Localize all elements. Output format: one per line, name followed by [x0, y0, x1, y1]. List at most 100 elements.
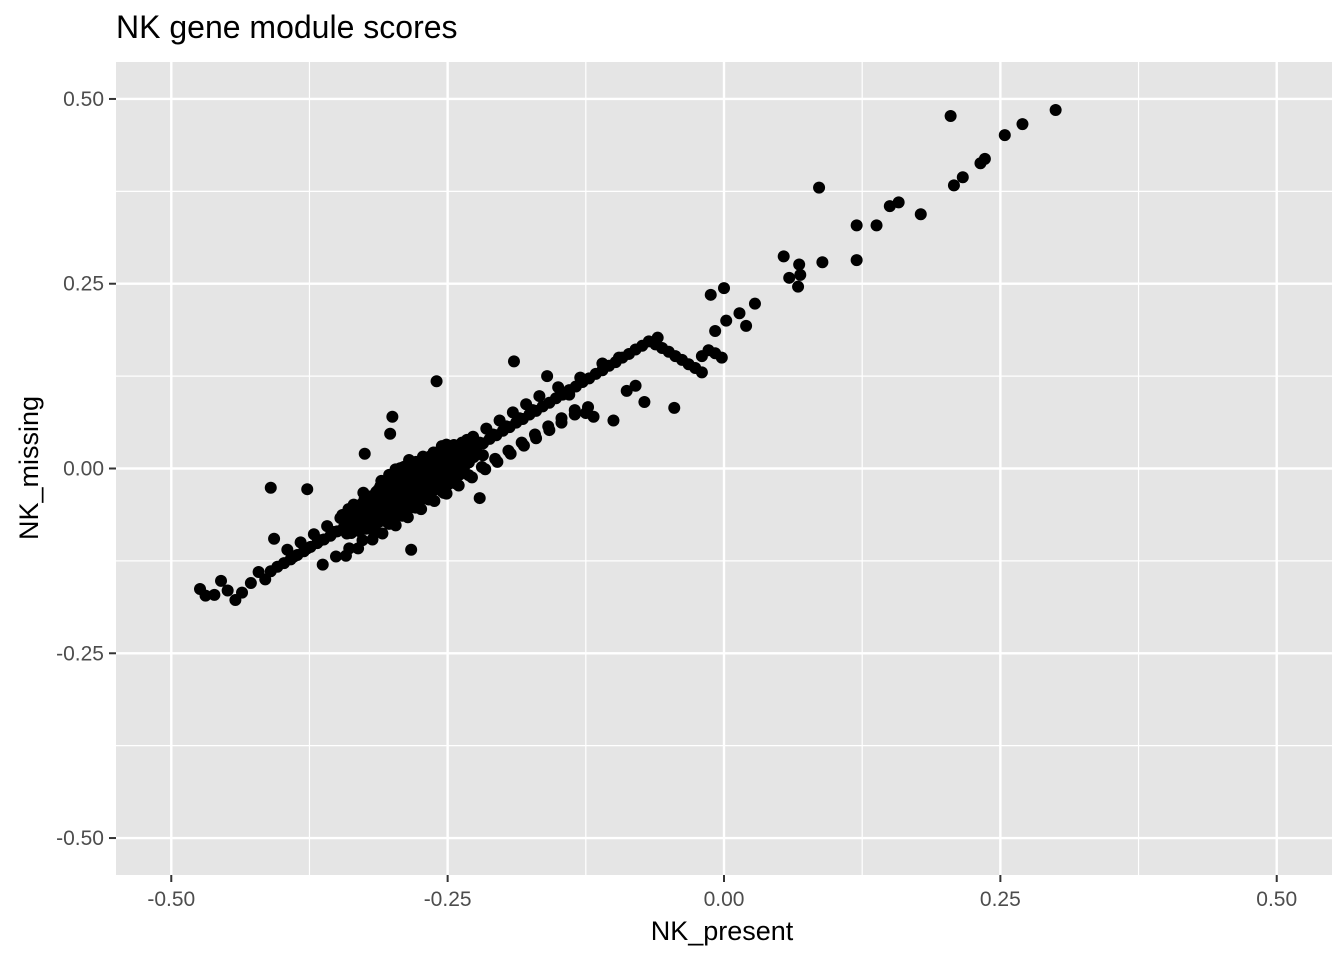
data-point [476, 449, 489, 462]
data-point [612, 351, 625, 364]
data-point [393, 473, 406, 486]
data-point [500, 420, 513, 433]
data-point [420, 464, 433, 477]
data-point [607, 414, 620, 427]
data-point [340, 527, 353, 540]
data-point [329, 550, 342, 563]
data-point [221, 584, 234, 597]
data-point [892, 196, 905, 209]
data-point [363, 511, 376, 524]
data-point [740, 319, 753, 332]
data-point [384, 487, 397, 500]
data-point [555, 412, 568, 425]
data-point [579, 407, 592, 420]
data-point [475, 461, 488, 474]
data-point [638, 395, 651, 408]
data-point [816, 256, 829, 269]
data-point [301, 483, 314, 496]
data-point [358, 492, 371, 505]
data-point [568, 404, 581, 417]
data-point [718, 282, 730, 295]
data-point [358, 447, 371, 460]
y-tick-label: -0.50 [56, 827, 104, 850]
y-tick-label: 0.00 [63, 458, 104, 481]
data-point [695, 366, 708, 379]
data-point [733, 307, 746, 320]
data-point [287, 550, 300, 563]
data-point [850, 219, 863, 232]
data-point [208, 588, 221, 601]
data-point [870, 219, 883, 232]
data-point [375, 502, 388, 515]
data-point [998, 129, 1011, 142]
data-point [339, 517, 352, 530]
data-point [343, 542, 356, 555]
data-point [384, 476, 397, 489]
data-point [513, 412, 526, 425]
x-tick-label: -0.25 [424, 888, 472, 911]
data-point [668, 401, 681, 414]
data-point [431, 452, 444, 465]
data-point [215, 574, 228, 587]
data-point [199, 589, 212, 602]
data-point [793, 258, 806, 271]
data-point [596, 357, 609, 370]
data-point [461, 449, 474, 462]
data-points [194, 104, 1062, 607]
y-axis-ticks: -0.50 -0.25 0.00 0.25 0.50 [56, 88, 116, 850]
data-point [301, 542, 314, 555]
data-point [327, 526, 340, 539]
data-point [914, 208, 927, 221]
data-point [372, 515, 385, 528]
data-point [386, 410, 399, 423]
data-point [1016, 118, 1029, 131]
data-point [236, 586, 249, 599]
data-point [552, 381, 565, 394]
data-point [349, 505, 362, 518]
data-point [268, 532, 281, 545]
x-axis-ticks: -0.50 -0.25 0.00 0.25 0.50 [147, 875, 1297, 911]
data-point [629, 379, 642, 392]
data-point [443, 477, 456, 490]
x-tick-label: -0.50 [147, 888, 195, 911]
data-point [956, 171, 969, 184]
data-point [947, 179, 960, 192]
data-point [507, 355, 520, 368]
data-point [794, 268, 807, 281]
data-point [715, 351, 728, 364]
data-point [1049, 104, 1062, 117]
y-tick-label: -0.25 [56, 642, 104, 665]
data-point [574, 371, 587, 384]
y-tick-label: 0.25 [63, 273, 104, 296]
data-point [563, 388, 576, 401]
data-point [356, 534, 369, 547]
data-point [473, 492, 486, 505]
data-point [651, 331, 664, 344]
data-point [515, 436, 528, 449]
data-point [486, 428, 499, 441]
data-point [541, 370, 554, 383]
data-point [777, 250, 790, 263]
data-point [407, 479, 420, 492]
data-point [813, 181, 826, 194]
data-point [430, 375, 443, 388]
data-point [405, 543, 418, 556]
data-point [384, 427, 397, 440]
x-tick-label: 0.25 [980, 888, 1021, 911]
data-point [792, 280, 805, 293]
data-point [533, 390, 546, 403]
data-point [620, 384, 633, 397]
data-point [502, 444, 515, 457]
x-tick-label: 0.50 [1256, 888, 1297, 911]
data-point [528, 428, 541, 441]
data-point [264, 481, 277, 494]
data-point [748, 297, 761, 310]
y-tick-label: 0.50 [63, 88, 104, 111]
data-point [449, 449, 462, 462]
data-point [850, 254, 863, 267]
data-point [316, 558, 329, 571]
y-axis-title: NK_missing [14, 396, 44, 540]
x-axis-title: NK_present [651, 916, 794, 946]
data-point [704, 288, 717, 301]
data-point [526, 404, 539, 417]
